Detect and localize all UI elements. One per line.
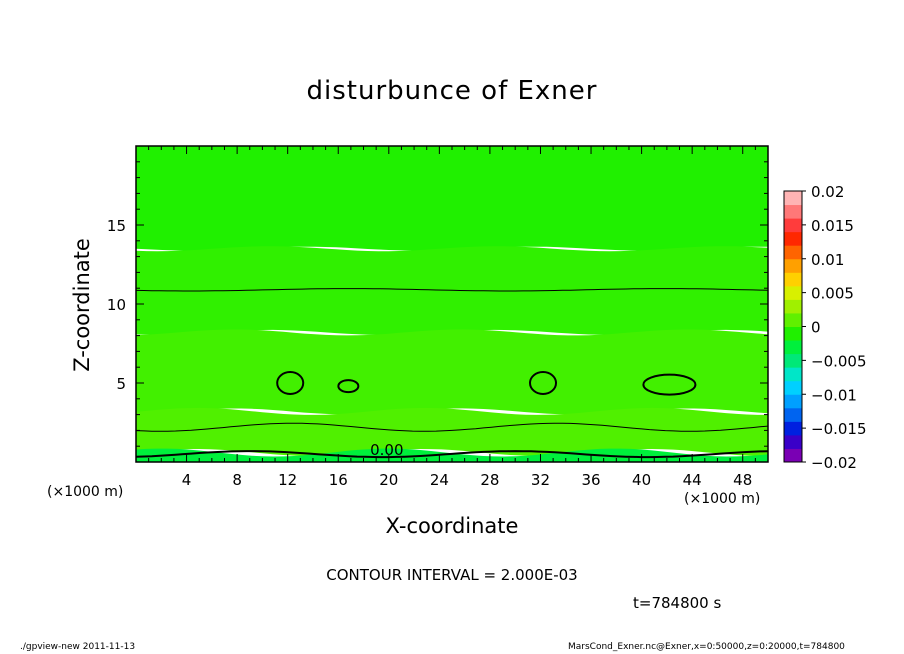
colorbar-segment <box>784 218 802 233</box>
x-tick-label: 44 <box>683 471 702 489</box>
contour-line <box>135 422 769 432</box>
colorbar-tick-label: −0.005 <box>811 352 867 370</box>
colorbar-segment <box>784 312 802 327</box>
y-tick-label: 15 <box>107 217 126 235</box>
colorbar-tick-label: −0.01 <box>811 386 857 404</box>
closed-contour <box>642 373 697 396</box>
x-tick-label: 4 <box>182 471 192 489</box>
color-band <box>136 329 768 415</box>
x-tick-label: 36 <box>581 471 600 489</box>
x-unit-label-left: (×1000 m) <box>47 484 124 500</box>
contour-line <box>135 288 769 292</box>
x-tick-label: 32 <box>531 471 550 489</box>
x-tick-label: 20 <box>379 471 398 489</box>
y-axis-label: Z-coordinate <box>70 238 94 372</box>
colorbar-tick-label: 0.015 <box>811 217 854 235</box>
colorbar-tick-label: 0 <box>811 319 821 337</box>
colorbar-segment <box>784 231 802 246</box>
closed-contour <box>276 371 305 395</box>
contour-line <box>135 450 769 459</box>
y-tick-label: 10 <box>107 296 126 314</box>
colorbar-segment <box>784 448 802 463</box>
footer-left-text: ./gpview-new 2011-11-13 <box>20 642 136 652</box>
x-tick-label: 16 <box>329 471 348 489</box>
closed-contour <box>337 379 360 394</box>
colorbar-segment <box>784 367 802 382</box>
colorbar-segment <box>784 394 802 409</box>
chart-title: disturbunce of Exner <box>306 76 598 106</box>
colorbar-segment <box>784 299 802 314</box>
colorbar-segment <box>784 407 802 422</box>
x-tick-label: 8 <box>232 471 242 489</box>
y-tick-label: 5 <box>116 375 126 393</box>
colorbar-tick-label: 0.01 <box>811 251 844 269</box>
color-band <box>136 146 768 251</box>
color-band <box>136 448 768 462</box>
closed-contour <box>529 371 558 395</box>
contour-interval-text: CONTOUR INTERVAL = 2.000E-03 <box>326 566 578 584</box>
color-band <box>136 407 768 456</box>
colorbar-segment <box>784 258 802 273</box>
x-unit-label-right: (×1000 m) <box>684 491 761 507</box>
colorbar-segment <box>784 340 802 355</box>
colorbar-segment <box>784 272 802 287</box>
colorbar-segment <box>784 353 802 368</box>
color-bands <box>136 146 768 462</box>
colorbar: 0.02 0.015 0.01 0.005 0 −0.005 −0.01 −0.015 −0.0… <box>783 183 867 472</box>
colorbar-segment <box>784 326 802 341</box>
time-text: t=784800 s <box>633 594 722 612</box>
colorbar-segment <box>784 285 802 300</box>
x-tick-label: 28 <box>480 471 499 489</box>
colorbar-segment <box>784 191 802 206</box>
x-tick-label: 48 <box>733 471 752 489</box>
contour-label: 0.00 <box>370 441 403 459</box>
x-tick-label: 40 <box>632 471 651 489</box>
contour-lines: 0.00 <box>135 288 769 459</box>
colorbar-segment <box>784 380 802 395</box>
x-axis-label: X-coordinate <box>385 514 519 538</box>
colorbar-segment <box>784 245 802 260</box>
footer-right-text: MarsCond_Exner.nc@Exner,x=0:50000,z=0:20… <box>568 642 845 652</box>
colorbar-segment <box>784 434 802 449</box>
colorbar-tick-label: 0.02 <box>811 183 844 201</box>
colorbar-tick-label: 0.005 <box>811 285 854 303</box>
colorbar-segment <box>784 421 802 436</box>
colorbar-segment <box>784 204 802 219</box>
x-tick-label: 24 <box>430 471 449 489</box>
colorbar-tick-label: −0.02 <box>811 454 857 472</box>
colorbar-tick-label: −0.015 <box>811 420 867 438</box>
x-tick-label: 12 <box>278 471 297 489</box>
